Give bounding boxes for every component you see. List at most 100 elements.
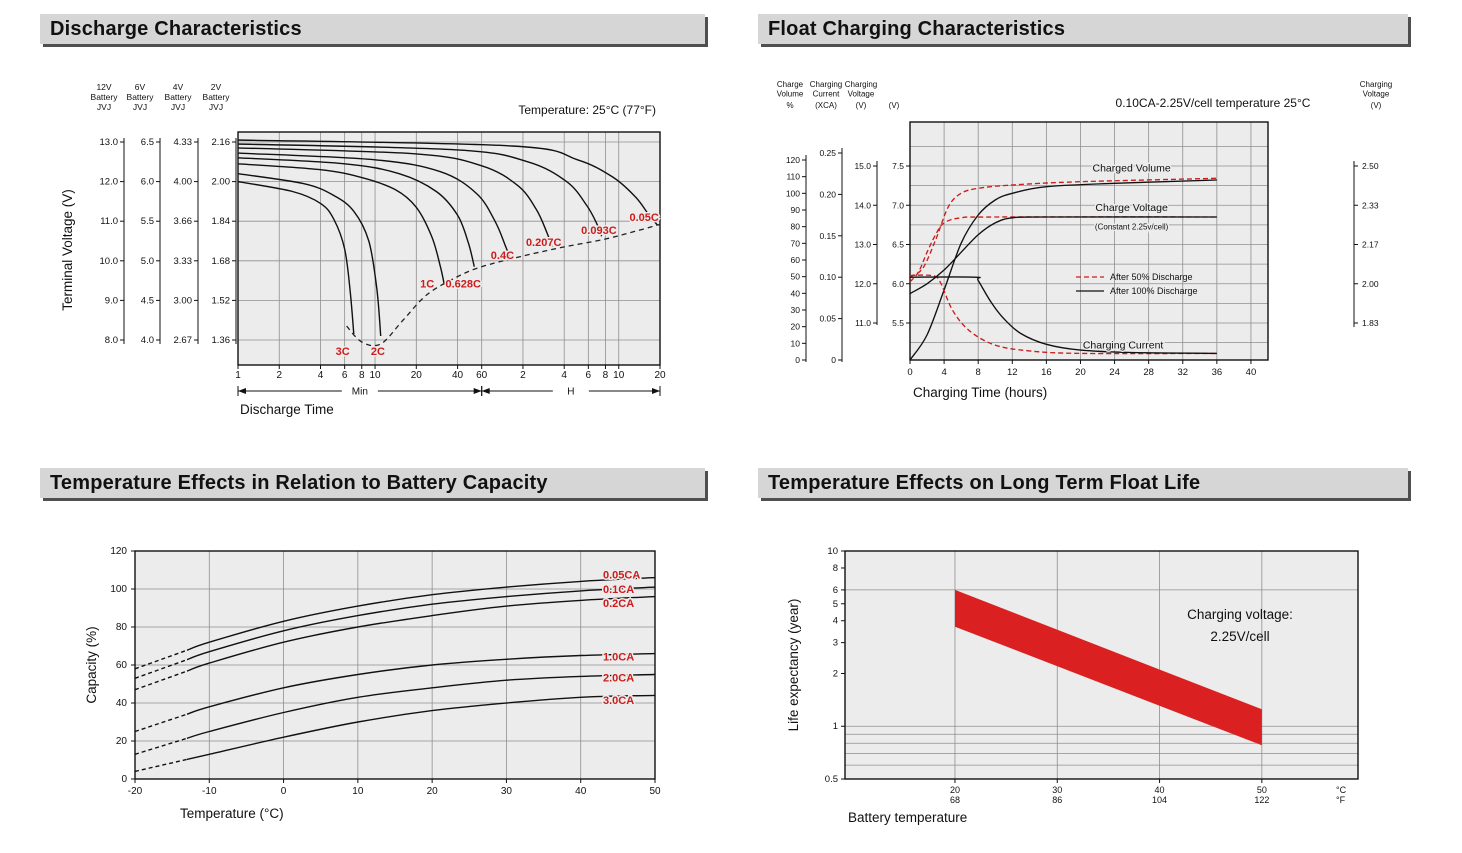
capacity-temperature-header-bar: Temperature Effects in Relation to Batte… (40, 468, 705, 498)
plot-area (238, 132, 660, 365)
x-tick-label-c: 30 (1052, 785, 1062, 795)
axis-tick-label: 2.33 (1362, 200, 1379, 210)
scale-header: JVJ (209, 102, 223, 112)
scale-header: 6V (135, 82, 146, 92)
life-band (955, 589, 1262, 746)
rate-label-0.05C: 0.05C (630, 212, 659, 224)
axis-header: Volume (777, 90, 804, 99)
axis-tick-label: 0.10 (819, 272, 836, 282)
x-tick-label: 0 (281, 786, 287, 797)
scale-tick-label: 4.00 (174, 177, 193, 188)
y-tick-label: 100 (110, 584, 127, 595)
axis-tick-label: 0 (831, 355, 836, 365)
scale-header: JVJ (97, 102, 111, 112)
scale-header: JVJ (133, 102, 147, 112)
curve-0.093C (237, 143, 603, 237)
x-tick-label: 36 (1212, 367, 1223, 378)
rate-label-2C: 2C (371, 346, 385, 358)
curve-label: Charged Volume (1093, 163, 1171, 175)
axis-tick-label: 15.0 (854, 161, 871, 171)
plot-area (910, 122, 1268, 360)
axis-tick-label: 0.25 (819, 148, 836, 158)
x-axis-title: Temperature (°C) (180, 806, 284, 821)
axis-unit: % (786, 101, 793, 110)
rate-label-3C: 3C (336, 346, 350, 358)
scale-header: JVJ (171, 102, 185, 112)
curve-label: Charge Voltage (1095, 202, 1168, 214)
axis-tick-label: 80 (791, 222, 801, 232)
float-charging-header-bar: Float Charging Characteristics (758, 14, 1408, 44)
scale-tick-label: 9.0 (105, 295, 118, 306)
axis-tick-label: 0 (795, 355, 800, 365)
axis-span-label: H (567, 387, 574, 398)
curve-charging-current-after-50 (909, 274, 1217, 355)
x-tick-label: -20 (128, 786, 143, 797)
scale-tick-label: 3.66 (174, 216, 193, 227)
x-tick-label: 20 (1075, 367, 1086, 378)
axis-tick-label: 6.0 (892, 279, 904, 289)
axis-header: Charging (1360, 80, 1392, 89)
x-tick-label: 2 (276, 370, 282, 381)
y-tick-label: 60 (116, 660, 128, 671)
float-life-header-bar: Temperature Effects on Long Term Float L… (758, 468, 1408, 498)
y-tick-label: 3 (833, 638, 838, 649)
curve-0.2CA (186, 595, 656, 672)
x-tick-label: 2 (520, 370, 526, 381)
curve-1.0CA-dashed (134, 713, 188, 733)
axis-tick-label: 7.5 (892, 161, 904, 171)
scale-tick-label: 8.0 (105, 335, 118, 346)
scale-tick-label: 10.0 (100, 256, 119, 267)
curve-3.0CA (186, 694, 656, 761)
axis-tick-label: 1.83 (1362, 318, 1379, 328)
rate-label-1C: 1C (420, 279, 434, 291)
curve-charge-voltage-after-100 (909, 216, 1217, 295)
arrowhead (481, 388, 490, 394)
x-tick-label: 12 (1007, 367, 1018, 378)
scale-tick-label: 2.00 (212, 177, 231, 188)
capacity-temperature-title: Temperature Effects in Relation to Batte… (50, 472, 548, 494)
x-tick-label-f: 68 (950, 795, 960, 805)
axis-tick-label: 0.20 (819, 189, 836, 199)
plot-border (237, 131, 661, 366)
x-tick-label: 30 (501, 786, 513, 797)
arrowhead (238, 388, 246, 394)
discharge-header-bar: Discharge Characteristics (40, 14, 705, 44)
curve-3C (237, 180, 355, 335)
x-tick-label: 6 (586, 370, 592, 381)
curve-1.0CA (186, 652, 656, 715)
y-tick-label: 2 (833, 668, 838, 679)
axis-tick-label: 14.0 (854, 200, 871, 210)
x-unit-celsius: °C (1336, 785, 1347, 795)
rate-label-0.093C: 0.093C (581, 225, 617, 237)
x-tick-label: 8 (603, 370, 609, 381)
discharge-title: Discharge Characteristics (50, 18, 302, 40)
x-tick-label: 20 (427, 786, 439, 797)
x-tick-label: 4 (318, 370, 324, 381)
scale-tick-label: 1.68 (212, 256, 231, 267)
axis-tick-label: 70 (791, 238, 801, 248)
axis-tick-label: 13.0 (854, 240, 871, 250)
cutoff-curve (346, 223, 661, 347)
scale-tick-label: 1.84 (212, 216, 231, 227)
y-tick-label: 6 (833, 585, 838, 596)
axis-unit: (V) (889, 101, 900, 110)
axis-tick-label: 50 (791, 272, 801, 282)
rate-label-1.0CA: 1.0CA (603, 651, 634, 663)
axis-tick-label: 0.05 (819, 314, 836, 324)
rate-label-0.4C: 0.4C (491, 250, 514, 262)
plot-border (844, 550, 1359, 780)
panel-capacity-temperature: Temperature Effects in Relation to Batte… (40, 468, 705, 852)
scale-tick-label: 2.16 (212, 137, 231, 148)
axis-tick-label: 5.5 (892, 318, 904, 328)
x-tick-label-c: 40 (1155, 785, 1165, 795)
x-axis-title: Charging Time (hours) (913, 385, 1047, 400)
axis-tick-label: 6.5 (892, 240, 904, 250)
x-tick-label-f: 122 (1254, 795, 1269, 805)
axis-header: Charging (810, 80, 842, 89)
axis-tick-label: 90 (791, 205, 801, 215)
y-tick-label: 0.5 (825, 774, 838, 785)
axis-tick-label: 100 (786, 188, 800, 198)
scale-tick-label: 5.0 (141, 256, 154, 267)
axis-tick-label: 40 (791, 288, 801, 298)
curve-0.05CA (186, 576, 656, 651)
